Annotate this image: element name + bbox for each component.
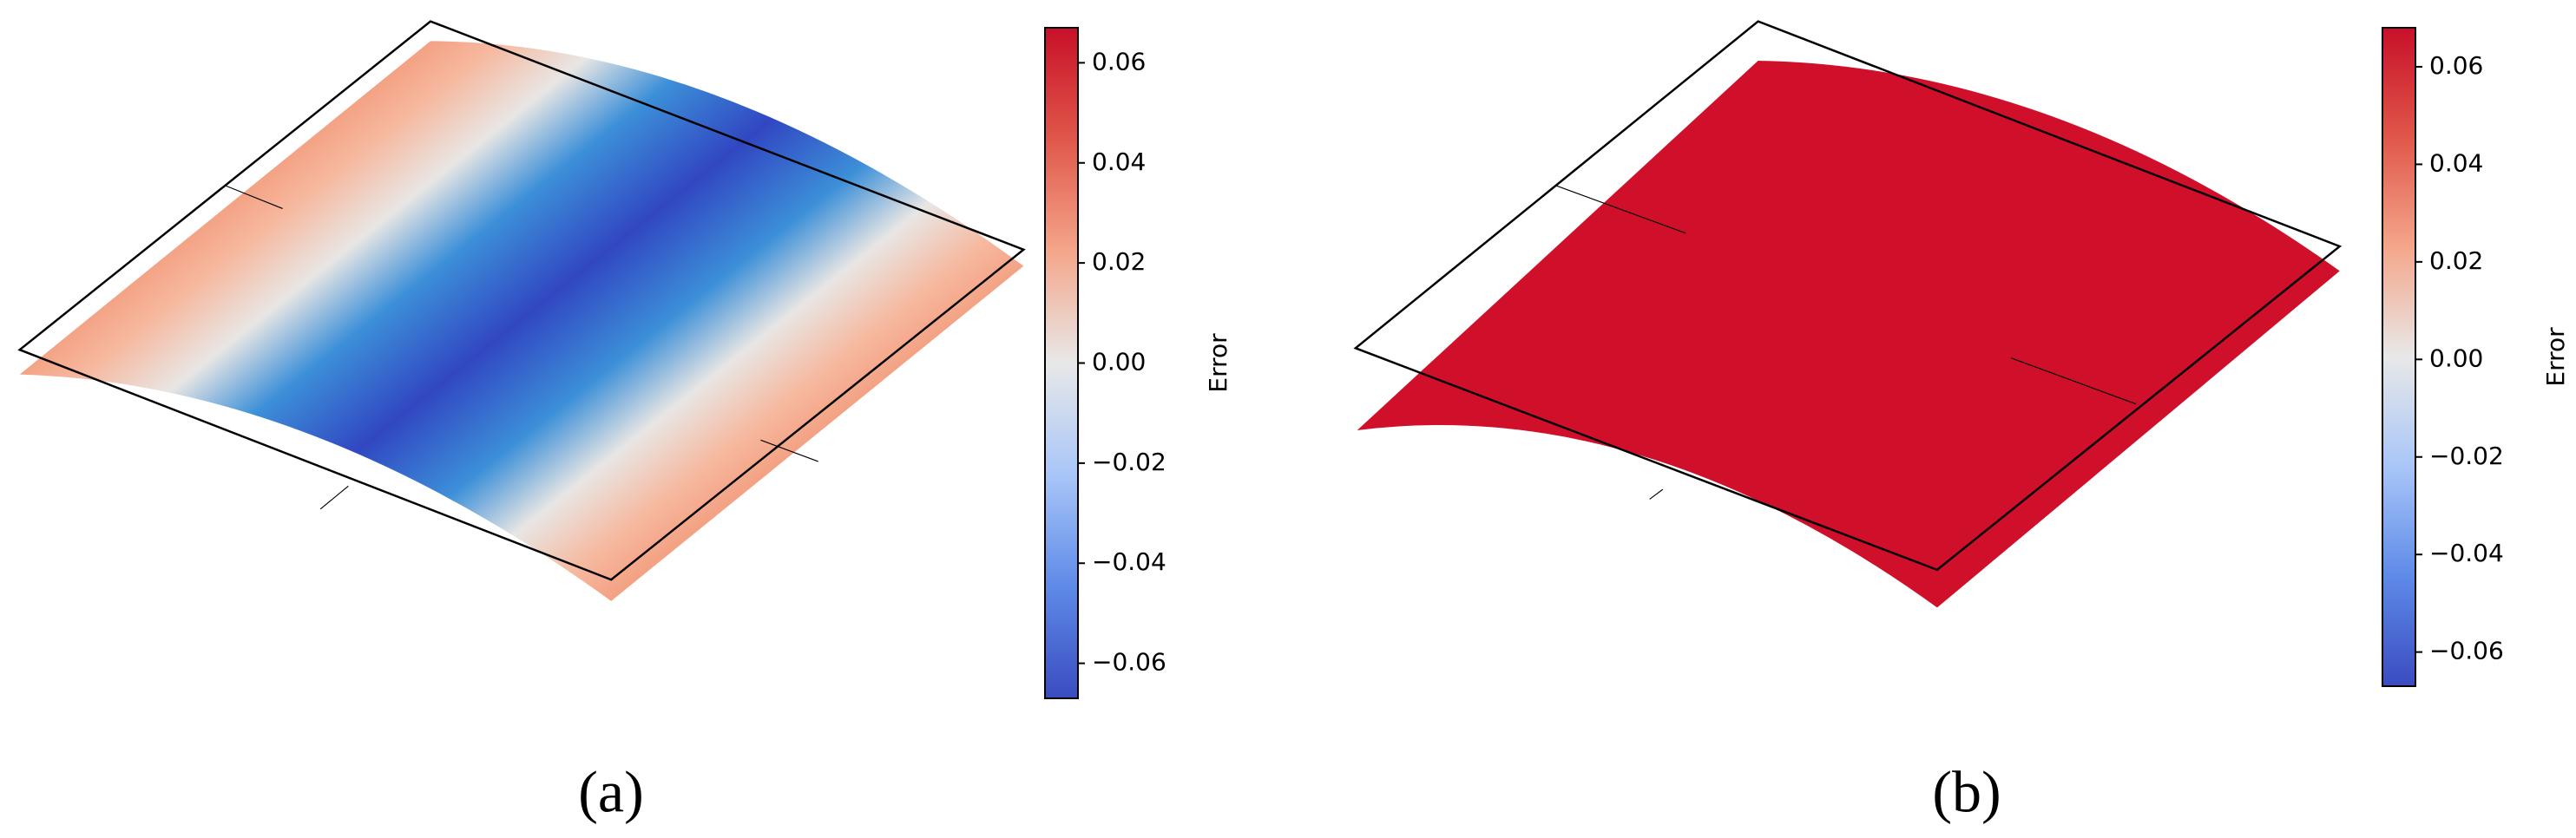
- colorbar: [1044, 27, 1079, 699]
- frame: [1353, 20, 2343, 572]
- surface: [19, 41, 1024, 601]
- tick-label: 0.06: [1092, 47, 1146, 75]
- tick-label: 0.06: [2429, 51, 2483, 80]
- tick-label: −0.04: [1092, 547, 1166, 576]
- colorbar: [2382, 27, 2416, 687]
- caption: (a): [578, 759, 643, 825]
- tick-label: 0.04: [2429, 148, 2483, 177]
- colorbar-label: Error: [2541, 327, 2570, 387]
- tick-label: 0.02: [1092, 247, 1146, 276]
- tick-label: −0.06: [1092, 648, 1166, 677]
- panel-b-surface: [1353, 20, 2343, 608]
- tick-label: −0.06: [2429, 637, 2504, 665]
- tick-label: 0.04: [1092, 147, 1146, 176]
- axis-tick: [225, 185, 283, 209]
- axis-tick: [1649, 488, 1664, 500]
- panel-a-surface: [17, 20, 1026, 601]
- tick-label: −0.02: [2429, 442, 2504, 470]
- caption: (b): [1932, 759, 2001, 825]
- frame: [17, 20, 1026, 581]
- axis-tick: [760, 439, 818, 462]
- tick-label: 0.02: [2429, 246, 2483, 275]
- axis-tick: [2010, 357, 2137, 405]
- tick-label: 0.00: [1092, 348, 1146, 376]
- axis-tick: [319, 485, 349, 510]
- tick-label: −0.02: [1092, 448, 1166, 476]
- colorbar-label: Error: [1204, 333, 1232, 393]
- surface: [1357, 61, 2340, 608]
- tick-label: −0.04: [2429, 539, 2504, 567]
- axis-tick: [1555, 185, 1686, 234]
- tick-label: 0.00: [2429, 344, 2483, 372]
